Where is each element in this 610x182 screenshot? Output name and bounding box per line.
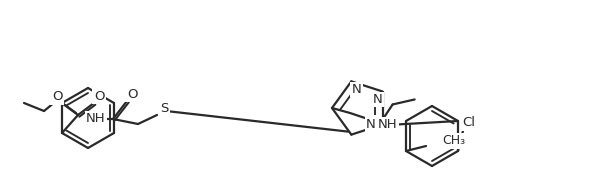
Text: NH: NH xyxy=(378,118,398,132)
Text: Cl: Cl xyxy=(462,116,475,130)
Text: N: N xyxy=(373,93,382,106)
Text: O: O xyxy=(127,88,137,100)
Text: N: N xyxy=(366,118,376,131)
Text: CH₃: CH₃ xyxy=(442,134,465,147)
Text: N: N xyxy=(351,83,361,96)
Text: N: N xyxy=(373,93,382,106)
Text: O: O xyxy=(52,90,62,104)
Text: S: S xyxy=(160,102,168,114)
Text: N: N xyxy=(366,116,376,129)
Text: NH: NH xyxy=(86,112,106,126)
Text: N: N xyxy=(351,83,361,96)
Text: O: O xyxy=(94,90,104,102)
